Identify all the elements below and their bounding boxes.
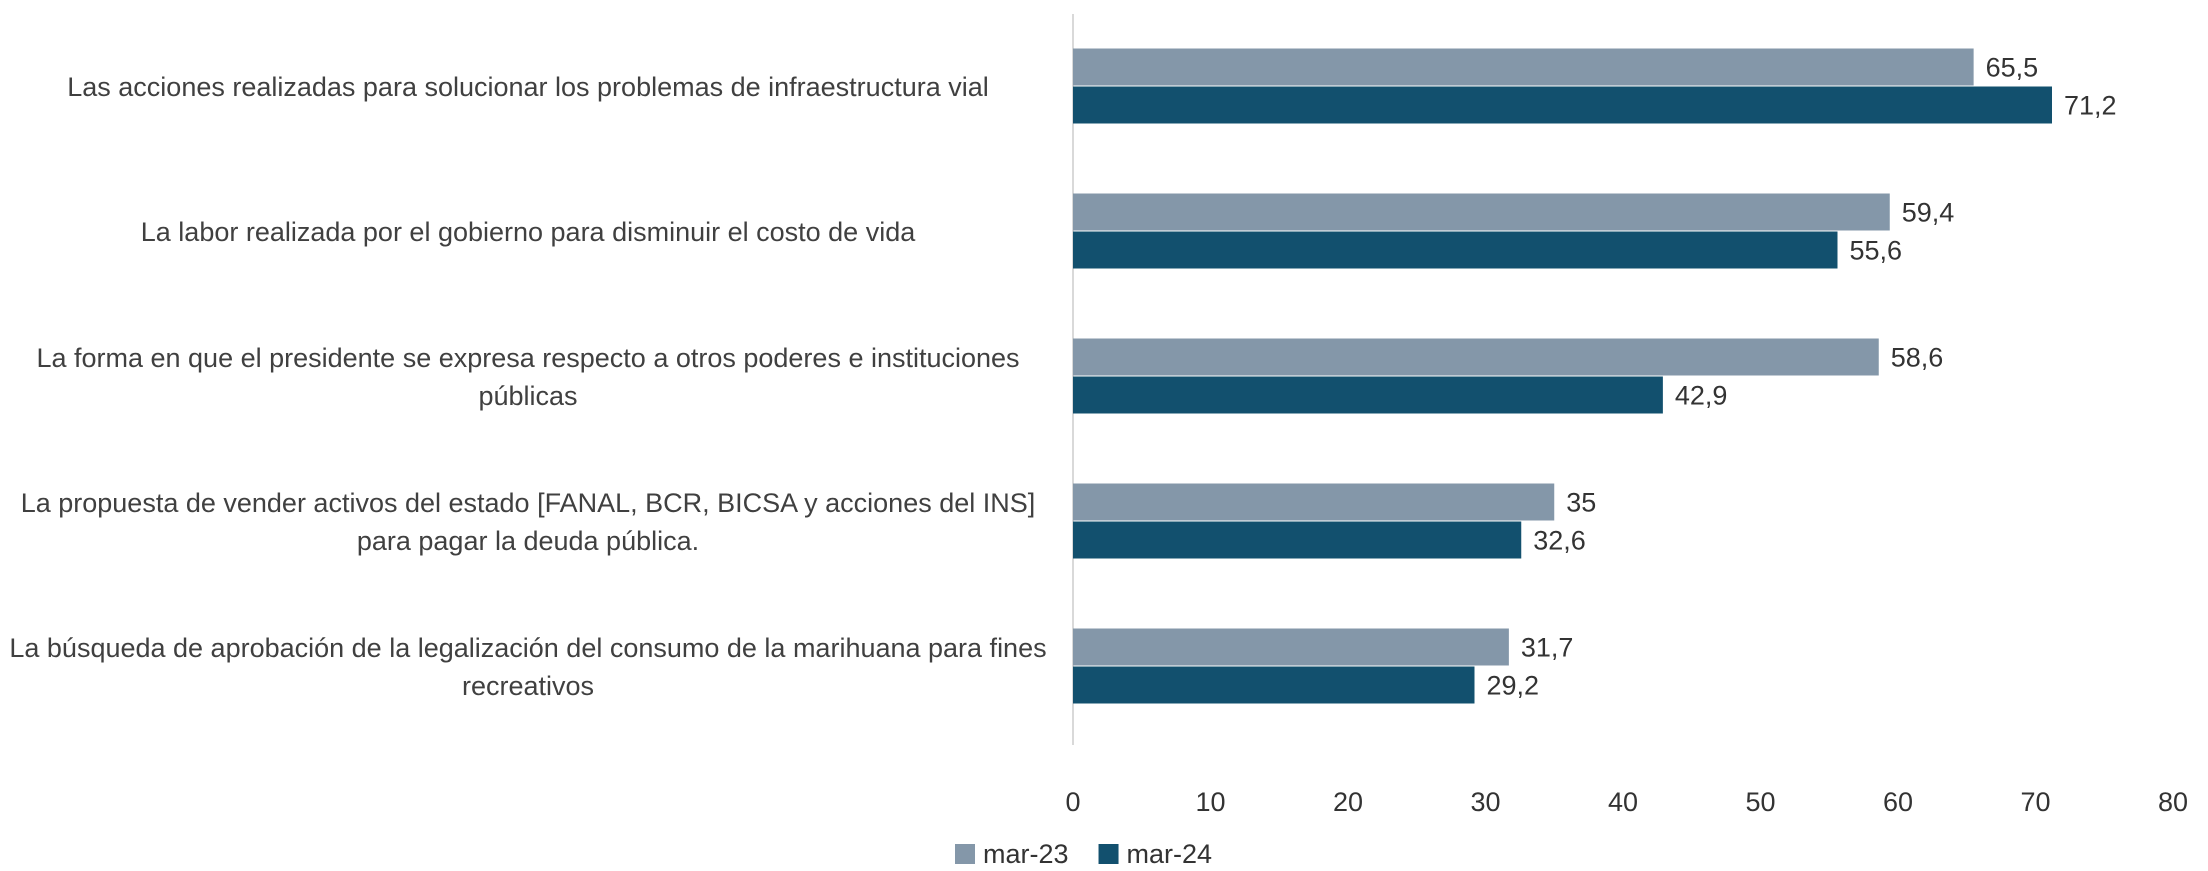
legend-label: mar-23 — [983, 839, 1069, 869]
legend-swatch — [955, 844, 975, 864]
x-tick-label: 20 — [1333, 787, 1363, 817]
bar — [1073, 628, 1509, 666]
value-label: 35 — [1566, 488, 1596, 518]
value-label: 42,9 — [1675, 381, 1728, 411]
x-tick-label: 50 — [1745, 787, 1775, 817]
bar — [1073, 376, 1663, 414]
bar — [1073, 483, 1555, 521]
x-tick-label: 0 — [1065, 787, 1080, 817]
value-label: 29,2 — [1487, 671, 1540, 701]
value-label: 31,7 — [1521, 633, 1574, 663]
value-label: 55,6 — [1850, 236, 1903, 266]
x-tick-label: 40 — [1608, 787, 1638, 817]
value-label: 71,2 — [2064, 91, 2117, 121]
category-label: La búsqueda de aprobación de la legaliza… — [9, 632, 1047, 701]
category-label: La forma en que el presidente se expresa… — [36, 342, 1020, 411]
x-tick-label: 80 — [2158, 787, 2188, 817]
bar — [1073, 86, 2052, 124]
x-tick-label: 30 — [1470, 787, 1500, 817]
category-label: Las acciones realizadas para solucionar … — [67, 71, 989, 102]
bar — [1073, 338, 1879, 376]
legend-swatch — [1098, 844, 1119, 864]
value-label: 58,6 — [1891, 343, 1944, 373]
category-label: La propuesta de vender activos del estad… — [20, 487, 1036, 556]
bar — [1073, 193, 1890, 231]
bar — [1073, 521, 1522, 559]
legend-label: mar-24 — [1127, 839, 1213, 869]
category-label: La labor realizada por el gobierno para … — [140, 216, 916, 247]
bar — [1073, 48, 1974, 86]
value-label: 65,5 — [1986, 53, 2039, 83]
x-tick-label: 70 — [2020, 787, 2050, 817]
x-tick-label: 10 — [1195, 787, 1225, 817]
value-label: 32,6 — [1533, 526, 1586, 556]
x-tick-label: 60 — [1883, 787, 1913, 817]
bar — [1073, 231, 1838, 269]
value-label: 59,4 — [1902, 198, 1955, 228]
bar — [1073, 666, 1475, 704]
